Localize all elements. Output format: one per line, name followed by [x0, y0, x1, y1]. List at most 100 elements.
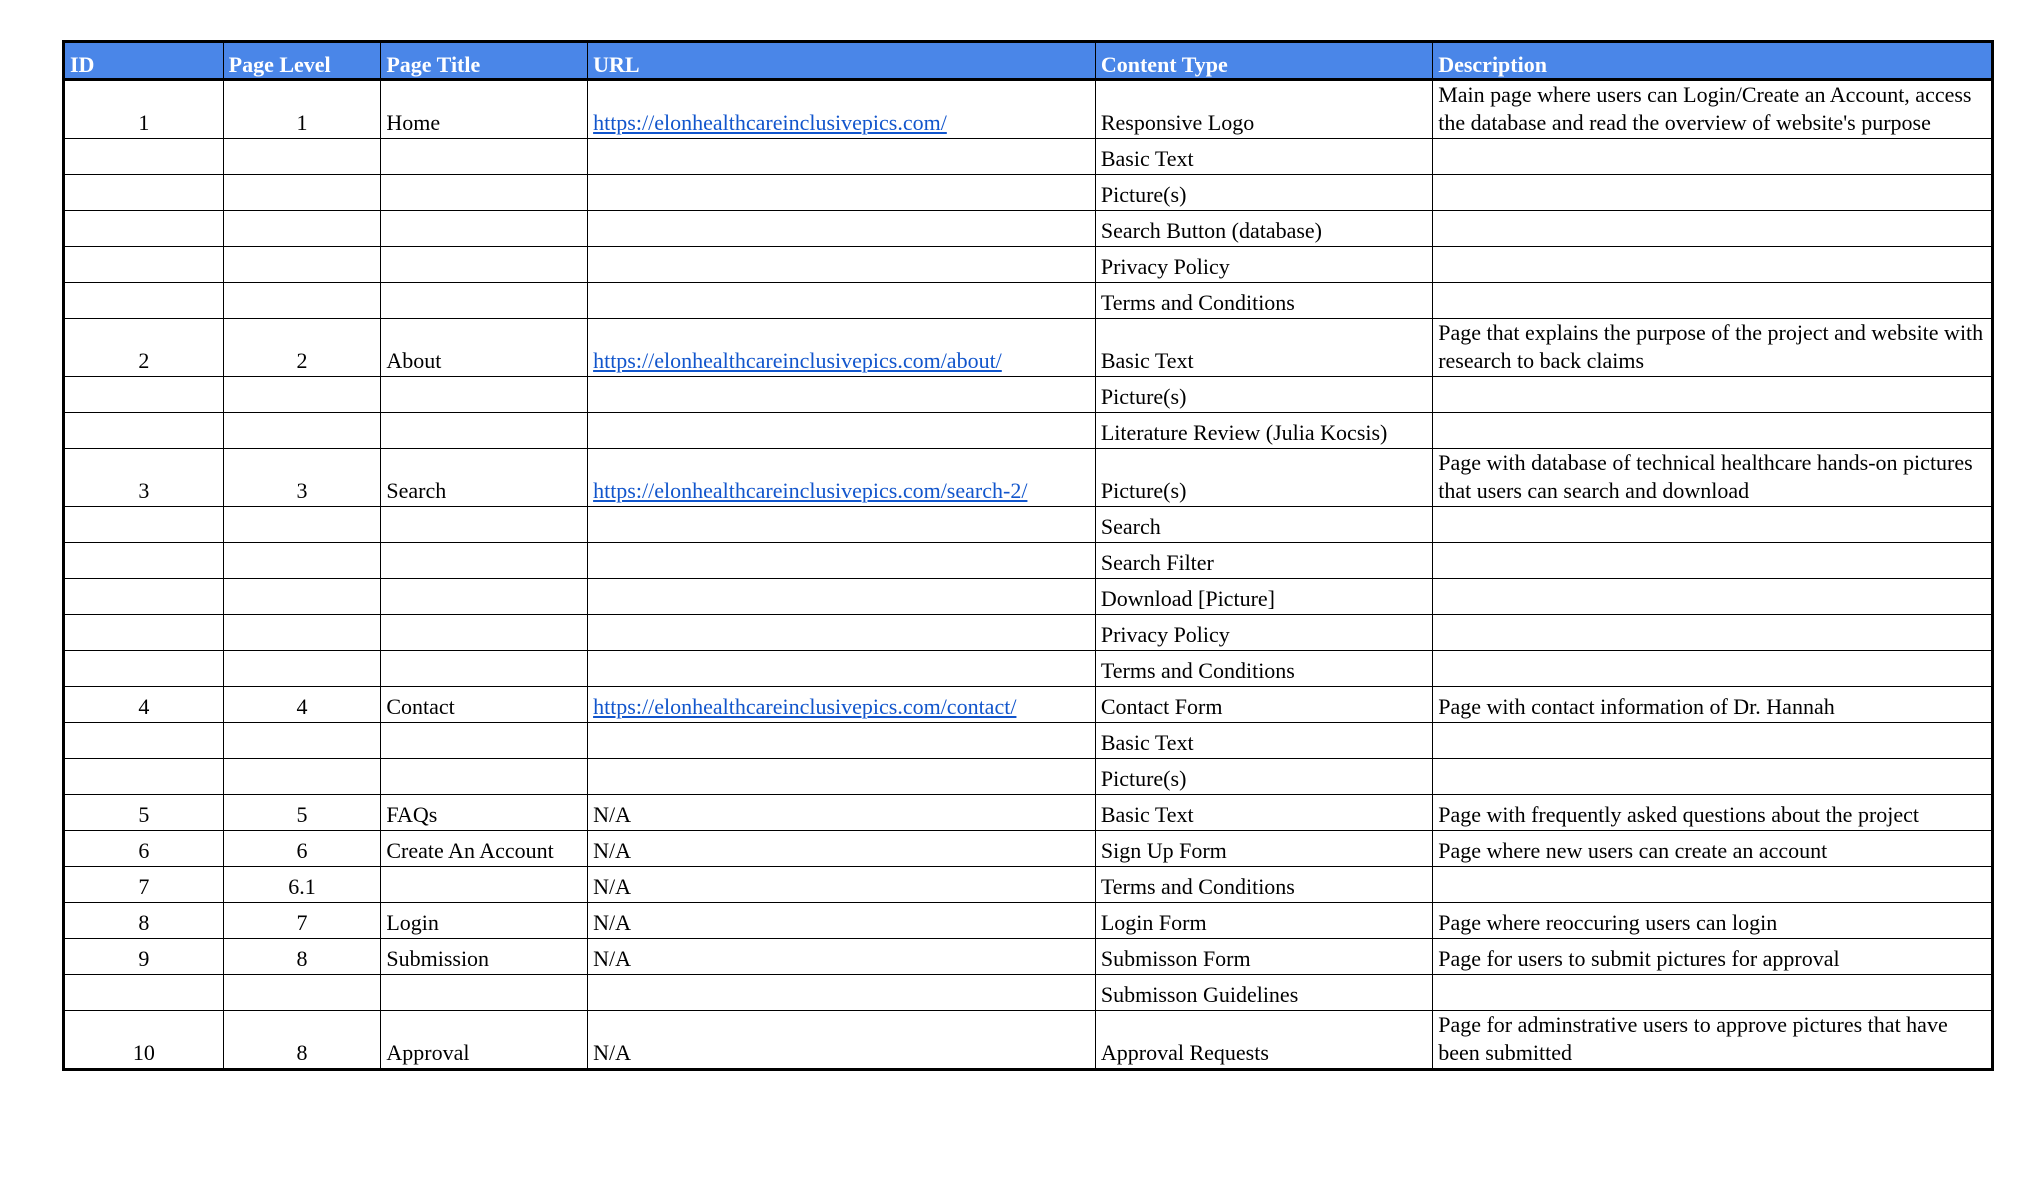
cell-content: Contact Form: [1094, 686, 1434, 723]
table-row: 10 8 Approval N/A Approval Requests Page for …: [63, 1010, 1993, 1070]
cell-id: 3: [63, 448, 224, 507]
cell-url: N/A: [587, 794, 1096, 831]
table-row: Terms and Conditions: [63, 282, 1993, 319]
table-row: 3 3 Search https://elonhealthcareinclusivep…: [63, 448, 1993, 507]
cell-id: [63, 506, 224, 543]
cell-id: 6: [63, 830, 224, 867]
cell-title: Approval: [380, 1010, 589, 1070]
table-row: 9 8 Submission N/A Submisson Form Page for us…: [63, 938, 1993, 975]
cell-id: [63, 650, 224, 687]
cell-url: [587, 974, 1096, 1011]
cell-id: 10: [63, 1010, 224, 1070]
cell-id: 8: [63, 902, 224, 939]
cell-desc: Page where new users can create an accou…: [1432, 830, 1993, 867]
cell-content: Login Form: [1094, 902, 1434, 939]
cell-content: Basic Text: [1094, 794, 1434, 831]
cell-id: [63, 138, 224, 175]
cell-desc: Page that explains the purpose of the pr…: [1432, 318, 1993, 377]
cell-title: Search: [380, 448, 589, 507]
cell-url: [587, 578, 1096, 615]
cell-title: FAQs: [380, 794, 589, 831]
url-link[interactable]: https://elonhealthcareinclusivepics.com/…: [593, 694, 1017, 719]
cell-url: [587, 210, 1096, 247]
cell-desc: [1432, 866, 1993, 903]
cell-level: [222, 542, 382, 579]
cell-content: Approval Requests: [1094, 1010, 1434, 1070]
cell-url: N/A: [587, 866, 1096, 903]
table-row: Search Filter: [63, 542, 1993, 579]
cell-id: [63, 412, 224, 449]
cell-level: [222, 282, 382, 319]
cell-title: About: [380, 318, 589, 377]
table-row: 4 4 Contact https://elonhealthcareinclusive…: [63, 686, 1993, 723]
cell-url: [587, 650, 1096, 687]
cell-url: N/A: [587, 938, 1096, 975]
header-page-title: Page Title: [380, 41, 589, 81]
cell-id: [63, 614, 224, 651]
cell-content: Search Filter: [1094, 542, 1434, 579]
header-url: URL: [587, 41, 1096, 81]
url-link[interactable]: https://elonhealthcareinclusivepics.com/…: [593, 348, 1002, 373]
cell-id: [63, 758, 224, 795]
cell-url: N/A: [587, 830, 1096, 867]
cell-content: Privacy Policy: [1094, 246, 1434, 283]
cell-id: 7: [63, 866, 224, 903]
cell-title: Home: [380, 79, 589, 139]
header-id: ID: [63, 41, 224, 81]
cell-content: Sign Up Form: [1094, 830, 1434, 867]
cell-id: 4: [63, 686, 224, 723]
cell-level: [222, 376, 382, 413]
table-row: 8 7 Login N/A Login Form Page where reoccurin…: [63, 902, 1993, 939]
header-description: Description: [1432, 41, 1993, 81]
url-link[interactable]: https://elonhealthcareinclusivepics.com/: [593, 110, 947, 135]
cell-id: 2: [63, 318, 224, 377]
cell-content: Search: [1094, 506, 1434, 543]
cell-title: Submission: [380, 938, 589, 975]
header-row: ID Page Level Page Title URL Content Type Des…: [63, 41, 1993, 81]
url-link[interactable]: https://elonhealthcareinclusivepics.com/…: [593, 478, 1028, 503]
cell-url: [587, 138, 1096, 175]
cell-desc: [1432, 282, 1993, 319]
cell-level: [222, 578, 382, 615]
cell-title: [380, 376, 589, 413]
cell-title: [380, 974, 589, 1011]
table-row: Picture(s): [63, 174, 1993, 211]
cell-level: [222, 174, 382, 211]
cell-level: 6.1: [222, 866, 382, 903]
cell-desc: [1432, 614, 1993, 651]
cell-level: 2: [222, 318, 382, 377]
cell-content: Basic Text: [1094, 138, 1434, 175]
cell-desc: Page for users to submit pictures for ap…: [1432, 938, 1993, 975]
cell-title: [380, 866, 589, 903]
cell-url: https://elonhealthcareinclusivepics.com/: [587, 79, 1096, 139]
cell-level: [222, 650, 382, 687]
table-row: Terms and Conditions: [63, 650, 1993, 687]
cell-content: Responsive Logo: [1094, 79, 1434, 139]
cell-content: Literature Review (Julia Kocsis): [1094, 412, 1434, 449]
cell-title: [380, 412, 589, 449]
cell-id: [63, 282, 224, 319]
cell-level: [222, 974, 382, 1011]
cell-level: [222, 758, 382, 795]
cell-id: [63, 974, 224, 1011]
cell-level: 7: [222, 902, 382, 939]
cell-id: [63, 578, 224, 615]
cell-desc: [1432, 246, 1993, 283]
cell-url: [587, 376, 1096, 413]
cell-level: 8: [222, 938, 382, 975]
cell-content: Download [Picture]: [1094, 578, 1434, 615]
cell-level: 4: [222, 686, 382, 723]
table-row: Privacy Policy: [63, 614, 1993, 651]
cell-desc: [1432, 650, 1993, 687]
cell-title: Create An Account: [380, 830, 589, 867]
cell-title: [380, 650, 589, 687]
cell-desc: Page for adminstrative users to approve …: [1432, 1010, 1993, 1070]
table-row: 2 2 About https://elonhealthcareinclusivepi…: [63, 318, 1993, 377]
cell-url: [587, 246, 1096, 283]
table-row: Privacy Policy: [63, 246, 1993, 283]
cell-id: 5: [63, 794, 224, 831]
cell-desc: [1432, 174, 1993, 211]
cell-content: Picture(s): [1094, 376, 1434, 413]
table-row: Picture(s): [63, 376, 1993, 413]
cell-url: [587, 758, 1096, 795]
